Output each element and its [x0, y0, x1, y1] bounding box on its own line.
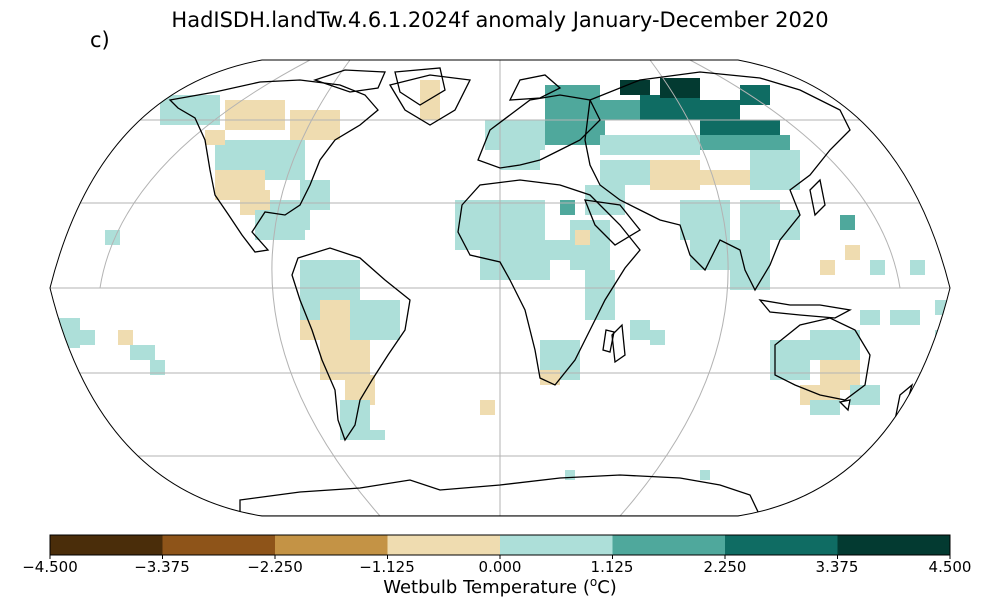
- anomaly-cell: [860, 310, 880, 325]
- europe-outline: [477, 94, 601, 169]
- anomaly-cell: [740, 85, 770, 105]
- colorbar-tick: 1.125: [590, 558, 634, 576]
- colorbar-swatch: [725, 535, 838, 555]
- colorbar-tick: 4.500: [928, 558, 972, 576]
- anomaly-cell: [545, 85, 600, 105]
- anomaly-cell: [360, 430, 385, 440]
- anomaly-cell: [565, 470, 575, 480]
- anomaly-cell: [600, 135, 700, 155]
- anomaly-cells: [55, 78, 950, 480]
- colorbar-swatch: [612, 535, 726, 555]
- anomaly-cell: [870, 260, 885, 275]
- colorbar: [49, 534, 951, 559]
- anomaly-cell: [650, 160, 700, 190]
- anomaly-cell: [560, 200, 575, 215]
- panel-label: c): [90, 28, 110, 52]
- anomaly-cell: [575, 230, 590, 245]
- colorbar-tick: −2.250: [247, 558, 303, 576]
- anomaly-cell: [640, 95, 700, 120]
- anomaly-cell: [600, 100, 640, 120]
- colorbar-swatch: [387, 535, 501, 555]
- anomaly-cell: [810, 400, 840, 415]
- africa-outline: [457, 179, 641, 386]
- anomaly-cell: [845, 245, 860, 260]
- colorbar-swatch: [837, 535, 951, 555]
- anomaly-cell: [205, 130, 225, 145]
- colorbar-tick: −1.125: [359, 558, 415, 576]
- anomaly-cell: [770, 210, 800, 240]
- anomaly-cell: [700, 120, 780, 135]
- anomaly-cell: [600, 160, 650, 185]
- anomaly-cell: [585, 270, 615, 320]
- anomaly-cell: [225, 100, 285, 130]
- anomaly-cell: [770, 340, 810, 380]
- anomaly-cell: [700, 100, 740, 120]
- anomaly-cell: [840, 215, 855, 230]
- anomaly-cell: [700, 470, 710, 480]
- anomaly-cell: [750, 150, 800, 190]
- colorbar-swatch: [500, 535, 613, 555]
- anomaly-cell: [935, 300, 950, 315]
- asia-outline: [584, 71, 851, 292]
- chart-title: HadISDH.landTw.4.6.1.2024f anomaly Janua…: [171, 8, 829, 32]
- colorbar-tick: 0.000: [478, 558, 522, 576]
- anomaly-cell: [850, 385, 880, 405]
- colorbar-label: Wetbulb Temperature (oC): [383, 575, 617, 598]
- anomaly-cell: [500, 150, 540, 170]
- colorbar-swatch: [275, 535, 388, 555]
- anomaly-cell: [700, 170, 750, 185]
- south-america-outline: [291, 247, 411, 442]
- anomaly-cell: [480, 400, 495, 415]
- anomaly-cell: [820, 260, 835, 275]
- anomaly-cell: [150, 360, 165, 375]
- colorbar-tick: 2.250: [703, 558, 747, 576]
- map-boundary: [49, 59, 951, 517]
- north-america-outline: [168, 79, 379, 253]
- anomaly-cell: [350, 300, 400, 340]
- colorbar-swatch: [162, 535, 276, 555]
- anomaly-cell: [810, 330, 860, 360]
- colorbar-swatch: [50, 535, 163, 555]
- anomaly-cell: [690, 240, 730, 270]
- anomaly-cell: [130, 345, 155, 360]
- anomaly-cell: [910, 260, 925, 275]
- anomaly-cell: [520, 240, 570, 260]
- anomaly-cell: [420, 80, 440, 120]
- anomaly-cell: [300, 320, 320, 340]
- colorbar-tick: 3.375: [815, 558, 859, 576]
- anomaly-cell: [650, 330, 665, 345]
- anomaly-cell: [540, 370, 560, 385]
- anomaly-cell: [890, 310, 920, 325]
- anomaly-cell: [485, 120, 545, 150]
- anomaly-cell: [700, 135, 790, 150]
- anomaly-cell: [630, 320, 650, 340]
- graticule: [50, 60, 950, 516]
- colorbar-tick: −4.500: [22, 558, 78, 576]
- coastlines: [168, 67, 914, 516]
- anomaly-cell: [80, 330, 95, 345]
- australia-outline: [774, 317, 871, 401]
- anomaly-cell: [680, 200, 730, 240]
- anomaly-cell: [118, 330, 133, 345]
- anomaly-cell: [620, 80, 650, 95]
- colorbar-tick: −3.375: [134, 558, 190, 576]
- anomaly-cell: [290, 110, 340, 140]
- anomaly-cell: [660, 78, 700, 98]
